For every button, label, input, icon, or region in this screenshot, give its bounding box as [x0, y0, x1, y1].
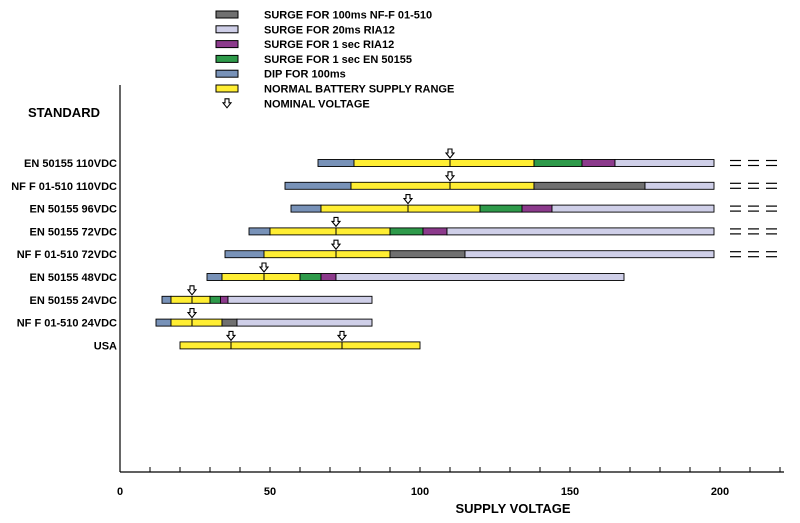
bar-segment-dip_100ms	[206, 273, 223, 281]
row-7: NF F 01-510 24VDC	[17, 308, 373, 330]
bar-segment-en_surge_1s	[299, 273, 322, 281]
legend-swatch-nf_surge_100ms	[215, 10, 239, 19]
row-0: EN 50155 110VDC	[24, 148, 777, 170]
bar-segment-normal	[221, 273, 301, 281]
nominal-voltage-arrow	[444, 171, 456, 182]
legend-label-normal: NORMAL BATTERY SUPPLY RANGE	[264, 84, 454, 96]
bar-segment-ria_surge_1s	[422, 227, 448, 236]
legend-label-ria_surge_20ms: SURGE FOR 20ms RIA12	[264, 24, 395, 36]
x-tick-label: 200	[711, 486, 729, 498]
bar-segment-nf_surge_100ms	[389, 250, 466, 259]
bar-segment-ria_surge_1s	[581, 159, 616, 167]
bar-segment-ria_surge_20ms	[227, 295, 373, 304]
bar-segment-normal	[350, 181, 535, 190]
bar-segment-ria_surge_20ms	[464, 250, 715, 259]
x-tick-label: 0	[117, 486, 123, 498]
legend-label-dip_100ms: DIP FOR 100ms	[264, 69, 346, 81]
legend-swatch-ria_surge_20ms	[215, 25, 239, 34]
nominal-voltage-arrow	[402, 194, 414, 205]
row-label: NF F 01-510 72VDC	[17, 249, 117, 261]
nominal-voltage-arrow	[336, 330, 348, 342]
nominal-voltage-arrow	[225, 330, 237, 342]
bar-segment-normal	[353, 159, 535, 167]
nominal-voltage-arrow	[258, 262, 270, 273]
bar-segment-normal	[170, 295, 211, 304]
nominal-voltage-arrow	[330, 216, 342, 228]
bar-segment-en_surge_1s	[209, 295, 221, 304]
bar-segment-dip_100ms	[284, 181, 352, 190]
row-5: EN 50155 48VDC	[30, 262, 625, 284]
row-4: NF F 01-510 72VDC	[17, 239, 777, 261]
bar-segment-normal	[269, 227, 391, 236]
bar-segment-nf_surge_100ms	[221, 318, 238, 327]
bar-segment-dip_100ms	[290, 204, 322, 213]
x-tick-label: 150	[561, 486, 579, 498]
bar-segment-en_surge_1s	[533, 159, 583, 167]
row-label: EN 50155 110VDC	[24, 158, 117, 170]
legend-label-ria_surge_1s: SURGE FOR 1 sec RIA12	[264, 39, 394, 51]
nominal-voltage-arrow	[186, 308, 198, 319]
bar-segment-normal	[320, 204, 481, 213]
bar-segment-en_surge_1s	[479, 204, 523, 213]
bar-segment-en_surge_1s	[389, 227, 424, 236]
y-axis-title: STANDARD	[28, 105, 100, 120]
row-label: NF F 01-510 24VDC	[17, 318, 117, 330]
row-3: EN 50155 72VDC	[30, 216, 777, 238]
row-2: EN 50155 96VDC	[30, 194, 777, 216]
row-label: EN 50155 96VDC	[30, 204, 117, 216]
bar-segment-normal	[263, 250, 391, 259]
bar-segment-ria_surge_20ms	[614, 159, 715, 167]
nominal-voltage-arrow	[444, 148, 456, 159]
row-label: EN 50155 48VDC	[30, 272, 117, 284]
nominal-voltage-arrow	[186, 285, 198, 296]
legend-swatch-dip_100ms	[215, 69, 239, 78]
bar-segment-dip_100ms	[161, 295, 172, 304]
bar-segment-ria_surge_1s	[320, 273, 337, 281]
bar-segment-dip_100ms	[248, 227, 271, 236]
bar-segment-ria_surge_20ms	[446, 227, 715, 236]
bar-segment-dip_100ms	[224, 250, 265, 259]
row-8: USA	[94, 330, 421, 352]
row-6: EN 50155 24VDC	[30, 285, 373, 307]
bar-segment-ria_surge_20ms	[551, 204, 715, 213]
legend-swatch-normal	[215, 84, 239, 93]
row-1: NF F 01-510 110VDC	[11, 171, 777, 193]
bar-segment-normal	[179, 341, 421, 350]
legend-label-nominal: NOMINAL VOLTAGE	[264, 98, 370, 110]
row-label: EN 50155 72VDC	[30, 226, 117, 238]
bar-segment-dip_100ms	[317, 159, 355, 167]
x-axis-title: SUPPLY VOLTAGE	[455, 501, 570, 516]
legend-label-nf_surge_100ms: SURGE FOR 100ms NF-F 01-510	[264, 10, 432, 22]
row-label: USA	[94, 340, 117, 352]
bar-segment-ria_surge_1s	[521, 204, 553, 213]
legend-swatch-en_surge_1s	[215, 54, 239, 63]
bar-segment-ria_surge_20ms	[236, 318, 373, 327]
legend-nominal-arrow	[221, 98, 233, 109]
bar-segment-nf_surge_100ms	[533, 181, 646, 190]
row-label: EN 50155 24VDC	[30, 295, 117, 307]
chart-legend: SURGE FOR 100ms NF-F 01-510 SURGE FOR 20m…	[215, 10, 454, 110]
legend-label-en_surge_1s: SURGE FOR 1 sec EN 50155	[264, 54, 412, 66]
x-tick-label: 100	[411, 486, 429, 498]
nominal-voltage-arrow	[330, 239, 342, 251]
chart-axes: 0 50 100 150 200	[117, 85, 784, 498]
legend-swatch-ria_surge_1s	[215, 40, 239, 49]
bar-segment-dip_100ms	[155, 318, 172, 327]
bar-segment-ria_surge_20ms	[644, 181, 715, 190]
chart-rows: EN 50155 110VDC NF F 01-510 110VDC EN 5015…	[11, 148, 777, 352]
bar-segment-normal	[170, 318, 223, 327]
row-label: NF F 01-510 110VDC	[11, 181, 117, 193]
bar-segment-ria_surge_20ms	[335, 273, 625, 281]
bar-segment-ria_surge_1s	[220, 295, 229, 304]
x-tick-label: 50	[264, 486, 276, 498]
